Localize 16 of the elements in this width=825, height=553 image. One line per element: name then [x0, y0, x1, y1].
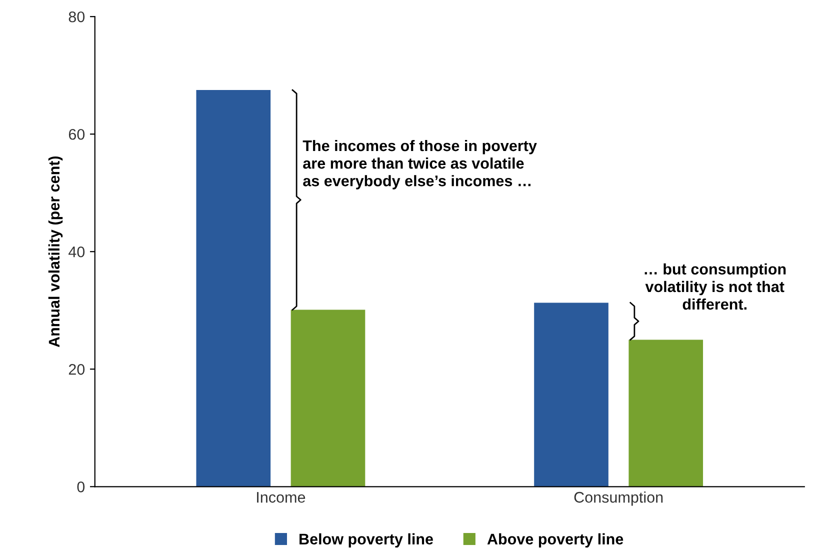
annotation: … but consumption volatility is not that different.: [644, 263, 786, 310]
legend-label: Above poverty line: [487, 533, 624, 548]
y-tick-label: 80: [68, 11, 85, 22]
y-axis-title: Annual volatility (per cent): [48, 156, 63, 348]
y-tick-label: 40: [68, 246, 85, 258]
y-tick-label: 20: [68, 364, 85, 375]
y-tick-label: 60: [68, 128, 85, 140]
bar: [196, 90, 271, 487]
annotation: The incomes of those in poverty are more than twice as volatile as everybody else’s incomes …: [302, 140, 537, 190]
x-tick-label: Consumption: [574, 492, 663, 506]
legend-label: Below poverty line: [300, 533, 433, 548]
bar: [290, 310, 366, 487]
x-tick-label: Income: [257, 492, 306, 503]
bar: [534, 302, 608, 487]
bar: [628, 340, 704, 487]
y-tick-label: 0: [77, 482, 85, 492]
